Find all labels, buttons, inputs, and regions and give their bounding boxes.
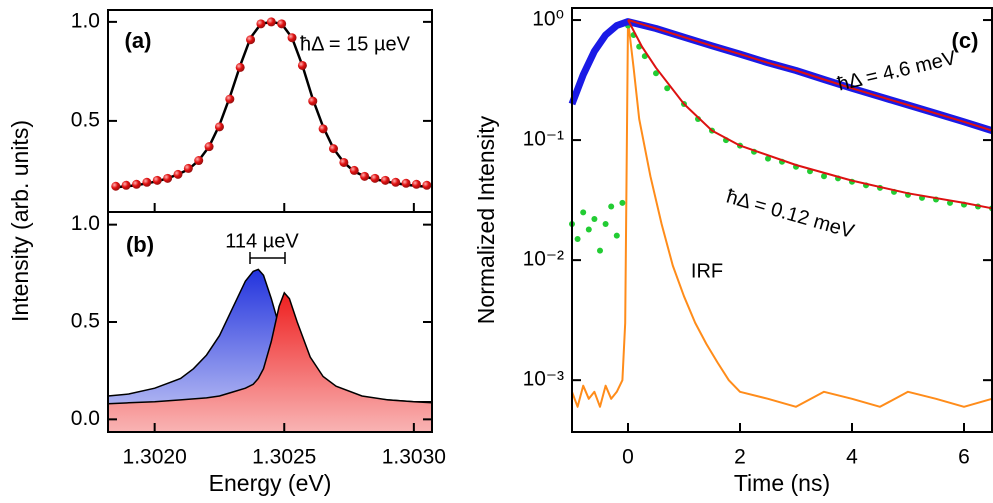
data-point <box>339 157 349 167</box>
data-point <box>163 173 173 183</box>
data-point <box>664 85 671 92</box>
x-tick-label: 0 <box>622 446 634 469</box>
y-tick-label: 10⁻¹ <box>523 128 564 151</box>
y-tick-label: 0.5 <box>71 310 100 333</box>
data-point <box>653 70 659 77</box>
area-fill <box>108 292 432 432</box>
x-axis-title: Time (ns) <box>734 470 830 496</box>
x-tick-label: 4 <box>846 446 858 469</box>
x-axis-title: Energy (eV) <box>209 470 332 496</box>
x-tick-label: 2 <box>734 446 746 469</box>
data-point <box>194 156 204 166</box>
x-tick-label: 6 <box>958 446 970 469</box>
data-point <box>277 19 287 29</box>
data-point <box>370 173 380 183</box>
data-point <box>391 177 401 187</box>
data-point <box>204 142 214 152</box>
data-point <box>602 220 609 227</box>
data-point <box>111 181 121 191</box>
data-point <box>608 203 615 210</box>
data-point <box>152 175 162 185</box>
annotation: 114 µeV <box>225 230 299 252</box>
x-tick-label: 1.3025 <box>252 446 316 469</box>
data-point <box>225 94 235 104</box>
data-point <box>297 60 307 70</box>
data-point <box>411 179 421 189</box>
data-point <box>173 169 183 179</box>
data-point <box>287 33 297 43</box>
data-point <box>597 247 603 254</box>
data-point <box>422 180 432 190</box>
x-tick-label: 1.3030 <box>382 446 446 469</box>
data-point <box>619 199 626 206</box>
data-line <box>627 19 993 132</box>
data-point <box>132 179 142 189</box>
y-tick-label: 10⁻³ <box>523 368 564 391</box>
y-tick-label: 0.5 <box>71 108 100 131</box>
data-point <box>585 226 592 233</box>
data-point <box>235 62 245 72</box>
panel-label: (b) <box>126 232 154 257</box>
panel-label: (c) <box>952 28 979 53</box>
y-axis-title: Intensity (arb. units) <box>7 120 33 322</box>
y-tick-label: 10⁰ <box>532 8 564 31</box>
data-point <box>401 178 411 188</box>
data-point <box>380 175 390 185</box>
data-point <box>613 232 620 239</box>
data-point <box>821 173 827 180</box>
data-point <box>349 165 359 175</box>
data-point <box>142 177 152 187</box>
data-point <box>765 155 771 162</box>
data-point <box>246 35 256 45</box>
annotation: ħΔ = 4.6 meV <box>836 47 959 96</box>
data-point <box>266 17 276 27</box>
data-point <box>121 180 131 190</box>
data-point <box>360 171 370 181</box>
area-outline <box>107 291 433 405</box>
data-point <box>214 122 224 132</box>
x-tick-label: 1.3020 <box>123 446 187 469</box>
data-point <box>183 163 193 173</box>
annotation: ħΔ = 15 µeV <box>300 33 411 55</box>
y-tick-label: 10⁻² <box>523 248 564 271</box>
data-point <box>256 19 266 29</box>
plot-frame <box>571 7 993 433</box>
data-line <box>571 19 993 408</box>
annotation: IRF <box>691 260 723 282</box>
y-axis-title: Normalized Intensity <box>473 115 499 324</box>
data-point <box>580 209 587 216</box>
panel-label: (a) <box>125 28 152 53</box>
data-point <box>329 144 339 154</box>
data-point <box>574 235 581 242</box>
data-point <box>318 124 328 134</box>
y-tick-label: 1.0 <box>71 212 100 235</box>
data-point <box>308 96 318 106</box>
y-tick-label: 1.0 <box>71 9 100 32</box>
data-point <box>591 216 598 223</box>
data-line <box>627 19 993 210</box>
y-tick-label: 0.0 <box>71 407 100 430</box>
annotation: ħΔ = 0.12 meV <box>724 186 857 244</box>
